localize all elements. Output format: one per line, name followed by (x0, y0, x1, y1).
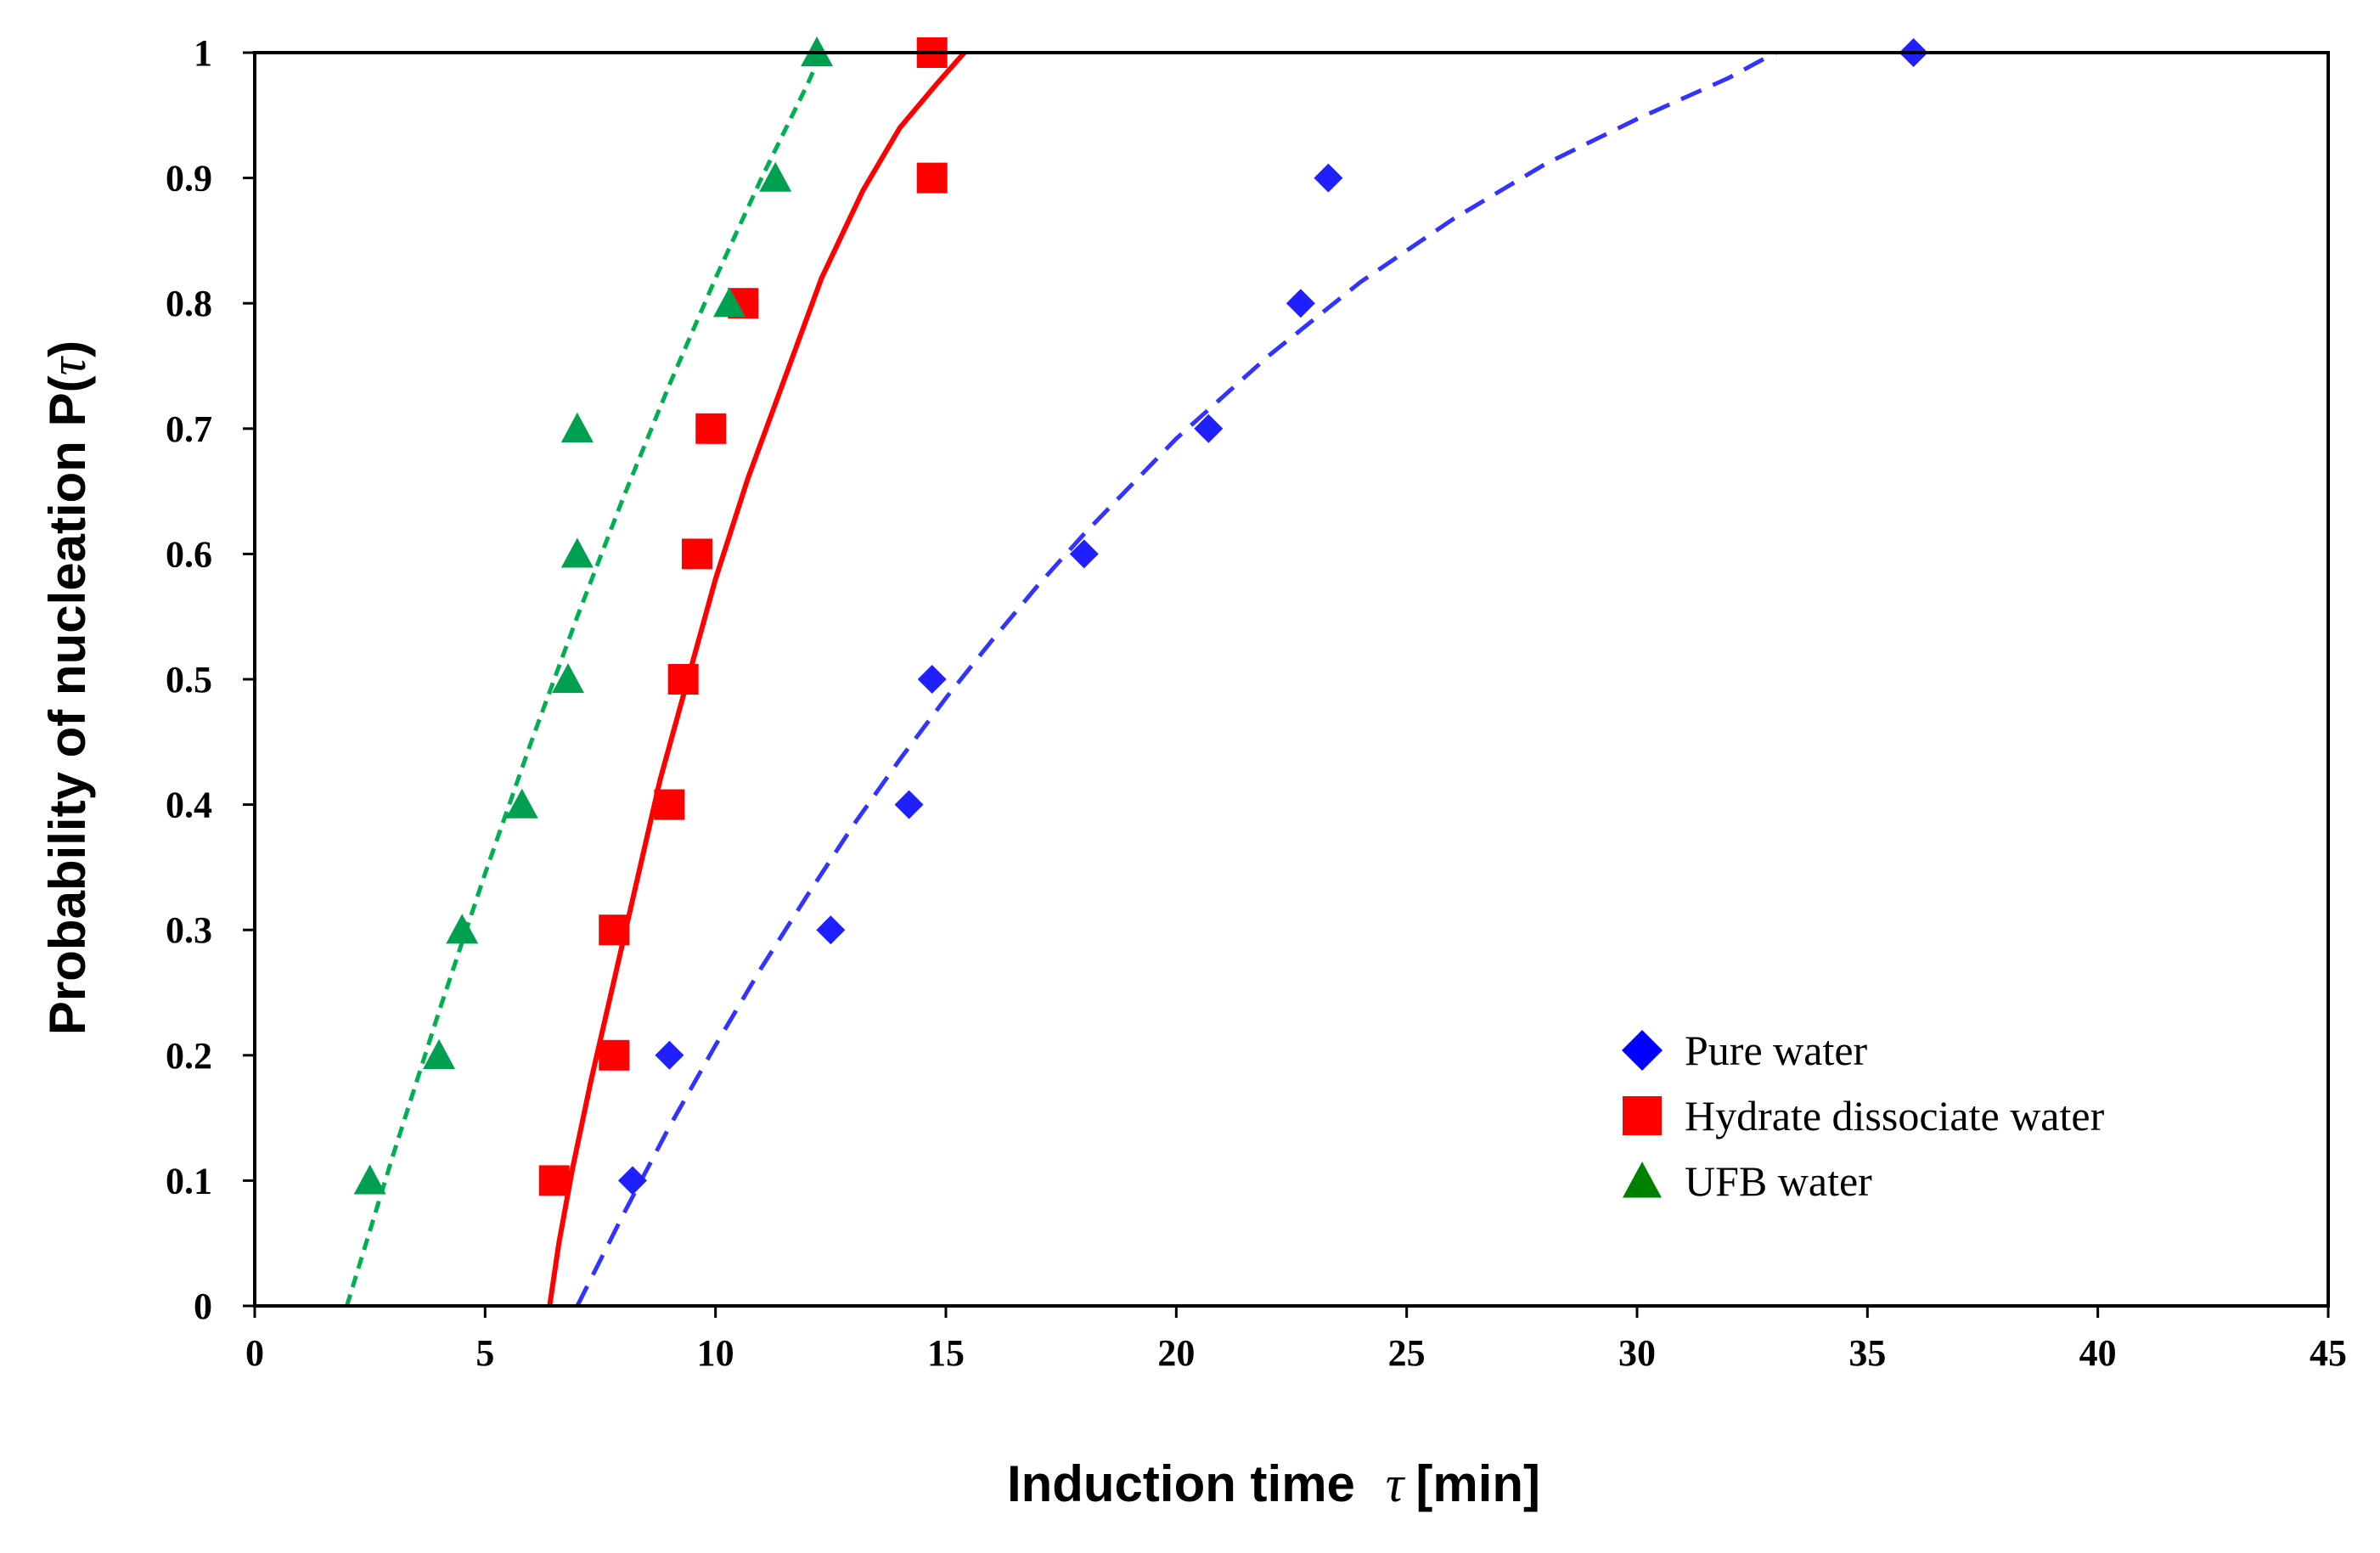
y-axis-title-text: Probability of nucleation P( (39, 375, 96, 1035)
pure-water-point (1069, 539, 1099, 569)
legend-label-hydrate-dissociate-water: Hydrate dissociate water (1685, 1092, 2105, 1139)
x-tick-label: 15 (927, 1332, 965, 1374)
ufb-water-point (712, 287, 746, 318)
pure-water-point (1194, 414, 1224, 443)
x-tick-label: 45 (2310, 1332, 2347, 1374)
ufb-water-fit-line (345, 51, 824, 1307)
pure-water-point (816, 915, 846, 945)
x-axis-ticks: 0 5 10 15 20 25 30 35 40 45 (245, 1306, 2347, 1374)
hydrate-dissociate-water-fit-line (547, 51, 966, 1307)
x-axis-title-unit: [min] (1415, 1455, 1540, 1512)
hydrate-dissociate-water-point (599, 1039, 630, 1071)
x-tick-label: 5 (475, 1332, 494, 1374)
pure-water-point (655, 1040, 684, 1070)
pure-water-fit-line (575, 50, 1776, 1308)
ufb-water-point (560, 537, 594, 568)
y-axis-title: Probability of nucleation P(τ) (39, 340, 96, 1035)
legend-label-pure-water: Pure water (1685, 1027, 1868, 1074)
x-axis-title: Induction time τ [min] (1007, 1455, 1540, 1512)
hydrate-dissociate-water-point (681, 538, 712, 570)
y-tick-label: 0.9 (166, 158, 212, 200)
y-axis-ticks: 0 0.1 0.2 0.3 0.4 0.5 0.6 0.7 0.8 0.9 1 (166, 32, 255, 1327)
hydrate-dissociate-water-point (667, 664, 699, 695)
legend-marker-pure-water (1622, 1030, 1663, 1071)
hydrate-dissociate-water-point (599, 914, 630, 946)
y-tick-label: 0.3 (166, 909, 212, 951)
ufb-water-point (560, 412, 594, 442)
legend-marker-ufb-water (1623, 1162, 1662, 1198)
x-tick-label: 10 (697, 1332, 734, 1374)
y-axis-title-symbol: τ (40, 355, 96, 375)
y-tick-label: 0.8 (166, 283, 212, 324)
pure-water-point (894, 790, 924, 819)
pure-water-point (1314, 163, 1343, 193)
pure-water-point (917, 665, 947, 694)
legend-label-ufb-water: UFB water (1685, 1157, 1872, 1205)
x-tick-label: 30 (1618, 1332, 1656, 1374)
y-tick-label: 0.1 (166, 1160, 212, 1201)
x-tick-label: 25 (1388, 1332, 1426, 1374)
data-markers (353, 37, 1928, 1196)
y-tick-label: 1 (194, 32, 212, 74)
x-tick-label: 35 (1848, 1332, 1886, 1374)
fit-lines (345, 50, 1776, 1308)
ufb-water-point (446, 914, 479, 944)
x-tick-label: 40 (2079, 1332, 2117, 1374)
hydrate-dissociate-water-point (654, 789, 685, 820)
pure-water-point (617, 1166, 647, 1196)
x-axis-title-text: Induction time (1007, 1455, 1355, 1512)
y-tick-label: 0.4 (166, 785, 212, 826)
legend: Pure water Hydrate dissociate water UFB wa… (1622, 1027, 2105, 1205)
y-tick-label: 0.2 (166, 1035, 212, 1077)
hydrate-dissociate-water-point (916, 162, 948, 194)
hydrate-dissociate-water-point (538, 1165, 570, 1196)
legend-marker-hydrate-dissociate-water (1623, 1096, 1662, 1135)
ufb-water-point (505, 788, 538, 819)
pure-water-point (1286, 289, 1315, 318)
ufb-water-point (552, 663, 585, 694)
ufb-water-point (423, 1038, 456, 1069)
y-tick-label: 0.7 (166, 408, 212, 450)
y-tick-label: 0.5 (166, 659, 212, 701)
x-tick-label: 0 (245, 1332, 264, 1374)
y-tick-label: 0.6 (166, 533, 212, 575)
x-axis-title-symbol: τ (1386, 1456, 1406, 1512)
y-axis-title-close: ) (39, 340, 96, 357)
hydrate-dissociate-water-point (695, 413, 727, 444)
y-tick-label: 0 (194, 1286, 212, 1327)
ufb-water-point (353, 1164, 386, 1195)
ufb-water-point (759, 161, 792, 192)
x-tick-label: 20 (1157, 1332, 1195, 1374)
